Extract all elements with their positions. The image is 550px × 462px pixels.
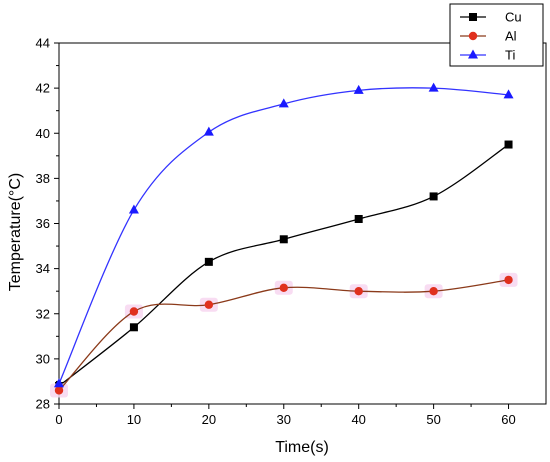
data-point-al bbox=[54, 386, 64, 395]
data-point-ti bbox=[353, 84, 364, 94]
data-point-cu bbox=[504, 140, 513, 149]
data-point-cu bbox=[354, 214, 363, 223]
y-tick-label: 32 bbox=[36, 306, 50, 321]
data-point-al bbox=[429, 286, 438, 296]
data-point-ti bbox=[54, 378, 64, 388]
data-point-cu bbox=[129, 323, 138, 332]
data-point-cu bbox=[279, 235, 288, 244]
data-point-al bbox=[354, 286, 363, 296]
x-tick-label: 40 bbox=[351, 412, 365, 427]
x-tick-label: 10 bbox=[127, 412, 141, 427]
legend-label-ti: Ti bbox=[505, 48, 515, 63]
x-tick-label: 20 bbox=[202, 412, 216, 427]
plot-frame bbox=[58, 42, 547, 405]
legend-label-al: Al bbox=[505, 29, 517, 44]
series-ti bbox=[54, 82, 514, 388]
y-tick-label: 28 bbox=[36, 397, 50, 412]
legend-box bbox=[449, 3, 544, 67]
data-point-ti bbox=[128, 204, 139, 214]
y-tick-label: 34 bbox=[36, 261, 50, 276]
legend-marker-ti bbox=[468, 49, 478, 59]
data-point-ti bbox=[503, 89, 514, 99]
y-axis-title: Temperature(°C) bbox=[7, 173, 24, 291]
x-tick-label: 30 bbox=[277, 412, 291, 427]
series-layer bbox=[50, 82, 518, 398]
legend: Cu Al Ti bbox=[449, 3, 544, 67]
legend-marker-cu bbox=[469, 13, 477, 21]
y-tick-label: 38 bbox=[36, 171, 50, 186]
x-tick-label: 0 bbox=[55, 412, 62, 427]
data-point-al bbox=[129, 307, 139, 316]
y-tick-label: 40 bbox=[36, 126, 50, 141]
data-point-al bbox=[504, 275, 513, 285]
series-cu bbox=[55, 140, 513, 390]
y-tick-label: 30 bbox=[36, 351, 50, 366]
y-tick-label: 44 bbox=[36, 36, 50, 51]
y-tick-label: 42 bbox=[36, 81, 50, 96]
data-point-ti bbox=[428, 82, 439, 92]
data-point-cu bbox=[429, 192, 438, 201]
data-point-cu bbox=[204, 257, 213, 266]
data-point-ti bbox=[203, 126, 214, 136]
legend-marker-al bbox=[468, 31, 478, 41]
data-point-al bbox=[204, 300, 214, 309]
legend-label-cu: Cu bbox=[505, 10, 522, 25]
series-line-cu bbox=[58, 143, 509, 387]
data-point-al bbox=[279, 283, 288, 293]
x-tick-label: 50 bbox=[426, 412, 440, 427]
axes: 0 10 20 30 40 50 60 28 30 32 34 36 38 40 42 44 bbox=[36, 36, 547, 427]
y-tick-label: 36 bbox=[36, 216, 50, 231]
data-point-ti bbox=[278, 98, 289, 108]
x-axis-title: Time(s) bbox=[275, 439, 329, 456]
x-tick-label: 60 bbox=[501, 412, 515, 427]
series-al bbox=[50, 272, 518, 398]
